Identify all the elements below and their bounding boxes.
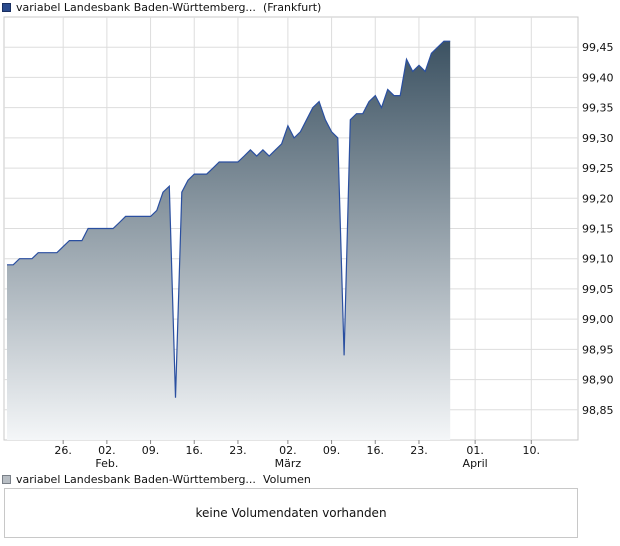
- volume-panel: keine Volumendaten vorhanden: [4, 488, 578, 538]
- exchange-name: (Frankfurt): [262, 0, 322, 14]
- volume-series-name: variabel Landesbank Baden-Württemberg...: [16, 472, 256, 486]
- y-tick-label: 99,25: [582, 162, 614, 175]
- y-tick-label: 99,20: [582, 192, 614, 205]
- x-tick-label: 16.: [367, 444, 385, 457]
- y-tick-label: 99,05: [582, 283, 614, 296]
- x-tick-label: 23.: [410, 444, 428, 457]
- price-series-name: variabel Landesbank Baden-Württemberg...: [16, 0, 256, 14]
- y-tick-label: 98,90: [582, 374, 614, 387]
- volume-label: Volumen: [262, 472, 311, 486]
- x-tick-label: 09.: [142, 444, 160, 457]
- x-tick-label: 23.: [229, 444, 247, 457]
- no-volume-message: keine Volumendaten vorhanden: [195, 506, 387, 520]
- x-month-label: April: [463, 457, 488, 470]
- x-tick-label: 02.: [279, 444, 297, 457]
- x-tick-label: 10.: [523, 444, 541, 457]
- price-line: [7, 40, 451, 398]
- x-month-label: Feb.: [95, 457, 118, 470]
- x-tick-label: 26.: [54, 444, 72, 457]
- y-tick-label: 99,40: [582, 71, 614, 84]
- price-legend: variabel Landesbank Baden-Württemberg...…: [2, 0, 321, 14]
- y-tick-label: 99,15: [582, 223, 614, 236]
- price-chart: 98,85 98,90 98,95 99,00 99,05 99,10 99,15 99,20…: [3, 16, 614, 470]
- x-tick-label: 16.: [186, 444, 204, 457]
- y-tick-label: 99,45: [582, 41, 614, 54]
- price-series-swatch: [2, 2, 11, 12]
- x-tick-label: 01.: [466, 444, 484, 457]
- y-tick-label: 99,00: [582, 313, 614, 326]
- x-month-label: März: [275, 457, 302, 470]
- x-tick-label: 09.: [323, 444, 341, 457]
- y-tick-label: 98,95: [582, 343, 614, 356]
- y-tick-label: 98,85: [582, 404, 614, 417]
- y-tick-label: 99,10: [582, 253, 614, 266]
- x-tick-label: 02.: [98, 444, 116, 457]
- y-tick-label: 99,30: [582, 132, 614, 145]
- y-tick-label: 99,35: [582, 102, 614, 115]
- price-area: [7, 41, 451, 440]
- y-axis: 98,85 98,90 98,95 99,00 99,05 99,10 99,15 99,20…: [582, 41, 614, 417]
- volume-series-swatch: [2, 474, 11, 484]
- volume-legend: variabel Landesbank Baden-Württemberg...…: [2, 472, 311, 486]
- price-series: [7, 40, 451, 440]
